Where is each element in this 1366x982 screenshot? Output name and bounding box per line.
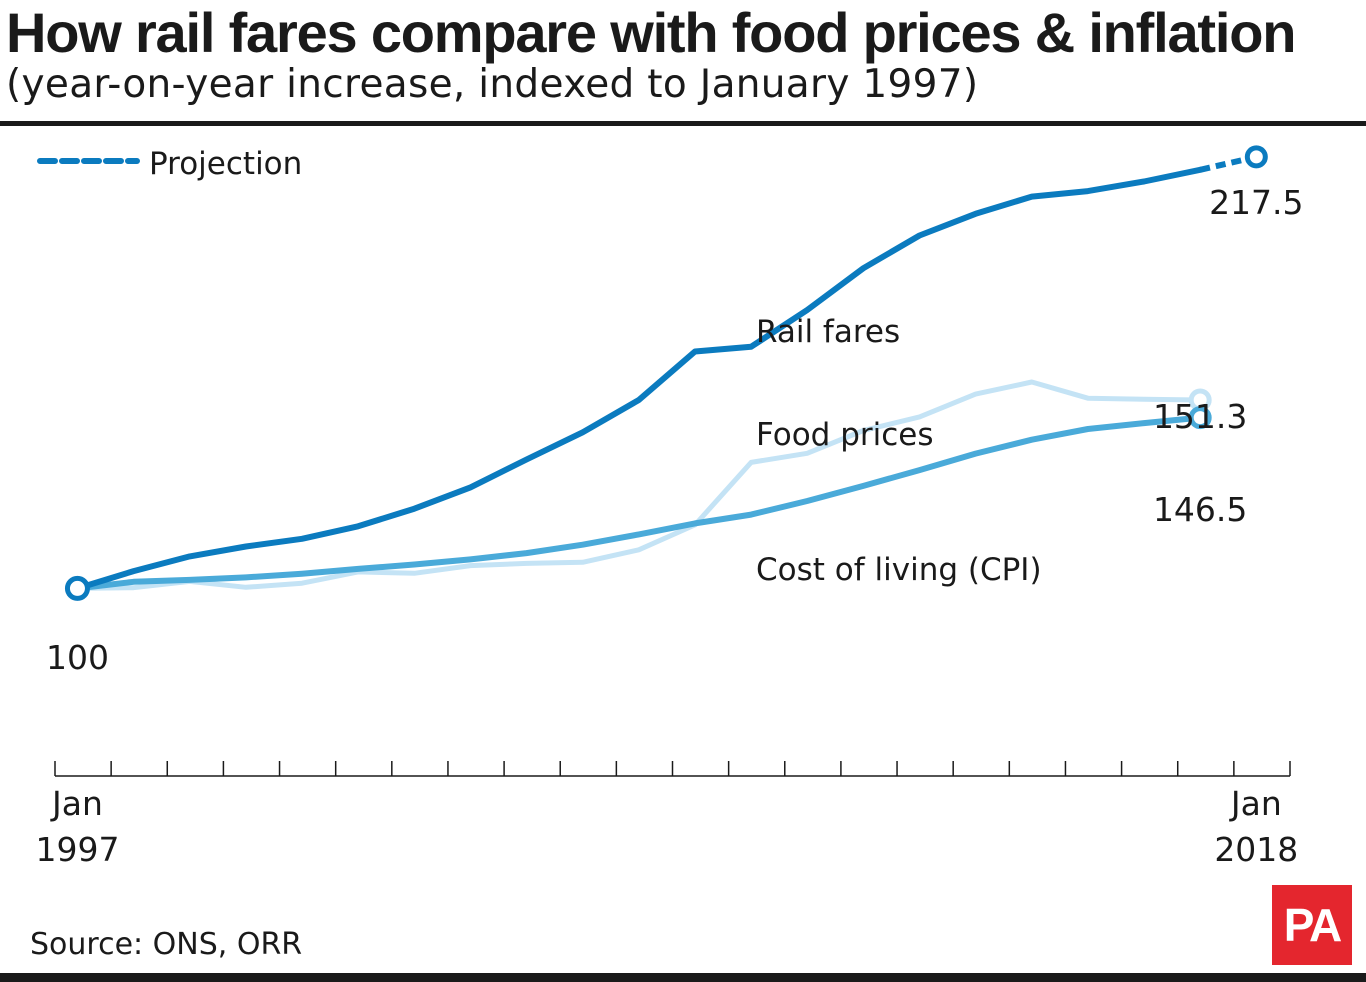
end-value-label-rail: 217.5 [1209, 183, 1303, 222]
pa-logo: PA [1272, 885, 1352, 965]
series-line-rail [74, 166, 1204, 592]
top-divider [0, 121, 1366, 126]
end-value-label-cpi: 146.5 [1153, 490, 1247, 529]
x-tick-label-month: Jan [50, 784, 103, 823]
series-label-rail: Rail fares [756, 314, 900, 350]
start-value-label: 100 [46, 638, 109, 677]
legend: Projection [37, 146, 302, 182]
x-tick-label-year: 1997 [35, 830, 119, 869]
start-point-marker [64, 575, 90, 601]
legend-label-projection: Projection [149, 146, 302, 182]
series-label-cpi: Cost of living (CPI) [756, 552, 1042, 588]
x-tick-label-month: Jan [1229, 784, 1282, 823]
series-label-food: Food prices [756, 417, 934, 453]
end-value-label-food: 151.3 [1153, 397, 1247, 436]
x-tick-label-year: 2018 [1214, 830, 1298, 869]
x-axis: Jan 1997 Jan 2018 [35, 761, 1298, 869]
series-projection-line-rail [1199, 153, 1257, 173]
end-point-marker-rail [1244, 145, 1268, 169]
source-note: Source: ONS, ORR [30, 927, 303, 962]
data-labels: 100 217.5 151.3 146.5 Rail fares Food prices C… [46, 145, 1304, 677]
end-point-marker-cpi [1188, 406, 1212, 430]
bottom-divider [0, 973, 1366, 982]
series-lines [74, 153, 1257, 592]
series-line-food [75, 379, 1203, 591]
chart-subtitle: (year-on-year increase, indexed to Janua… [6, 62, 979, 107]
chart-title: How rail fares compare with food prices … [6, 1, 1296, 64]
series-line-cpi [74, 414, 1204, 592]
